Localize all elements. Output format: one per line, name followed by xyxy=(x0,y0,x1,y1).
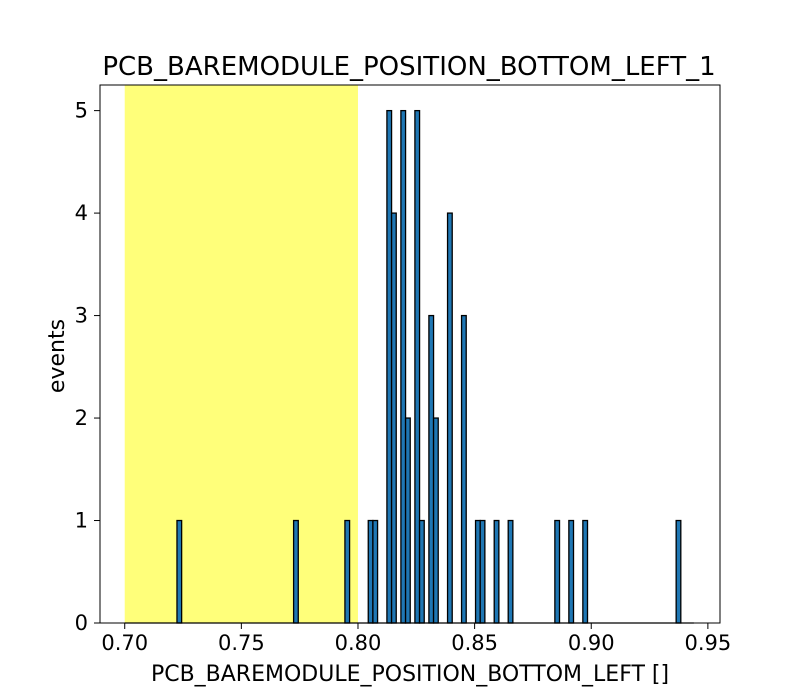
plot-area xyxy=(99,84,721,624)
histogram-bar xyxy=(554,519,561,624)
histogram-bar xyxy=(418,519,425,624)
x-axis: 0.70 0.75 0.80 0.85 0.90 0.95 xyxy=(101,623,731,655)
histogram-bar xyxy=(390,212,397,624)
histogram-bar xyxy=(400,109,407,624)
y-tick-label: 2 xyxy=(75,406,88,430)
y-tick-label: 5 xyxy=(75,99,88,123)
y-axis-label: events xyxy=(45,319,70,393)
x-tick-label: 0.85 xyxy=(451,631,498,655)
histogram-bar xyxy=(414,109,421,624)
histogram-bars xyxy=(176,109,682,624)
histogram-bar xyxy=(404,417,411,624)
histogram-bar xyxy=(582,519,589,624)
x-tick-label: 0.75 xyxy=(218,631,265,655)
histogram-bar xyxy=(176,519,183,624)
histogram-bar xyxy=(479,519,486,624)
x-tick-label: 0.80 xyxy=(335,631,382,655)
plot-frame xyxy=(99,84,721,624)
histogram-bar xyxy=(446,212,453,624)
histogram-bar xyxy=(367,519,374,624)
y-tick-label: 4 xyxy=(75,201,88,225)
chart-title: PCB_BAREMODULE_POSITION_BOTTOM_LEFT_1 xyxy=(102,52,715,82)
histogram-bar xyxy=(432,417,439,624)
histogram-bar xyxy=(372,519,379,624)
x-tick-label: 0.90 xyxy=(568,631,615,655)
histogram-bar xyxy=(386,109,393,624)
y-tick-label: 3 xyxy=(75,304,88,328)
x-tick-label: 0.70 xyxy=(101,631,148,655)
histogram-bar xyxy=(292,519,299,624)
histogram-bar xyxy=(675,519,682,624)
histogram-bar xyxy=(344,519,351,624)
y-tick-label: 1 xyxy=(75,509,88,533)
x-axis-label: PCB_BAREMODULE_POSITION_BOTTOM_LEFT [] xyxy=(151,662,669,687)
histogram-bar xyxy=(460,314,467,624)
y-tick-label: 0 xyxy=(75,611,88,635)
histogram-bar xyxy=(428,314,435,624)
x-tick-label: 0.95 xyxy=(684,631,731,655)
y-axis: 0 1 2 3 4 5 xyxy=(75,99,100,635)
histogram-bar xyxy=(507,519,514,624)
histogram-bar xyxy=(474,519,481,624)
highlight-band xyxy=(124,85,358,623)
histogram-bar xyxy=(493,519,500,624)
histogram-bar xyxy=(568,519,575,624)
